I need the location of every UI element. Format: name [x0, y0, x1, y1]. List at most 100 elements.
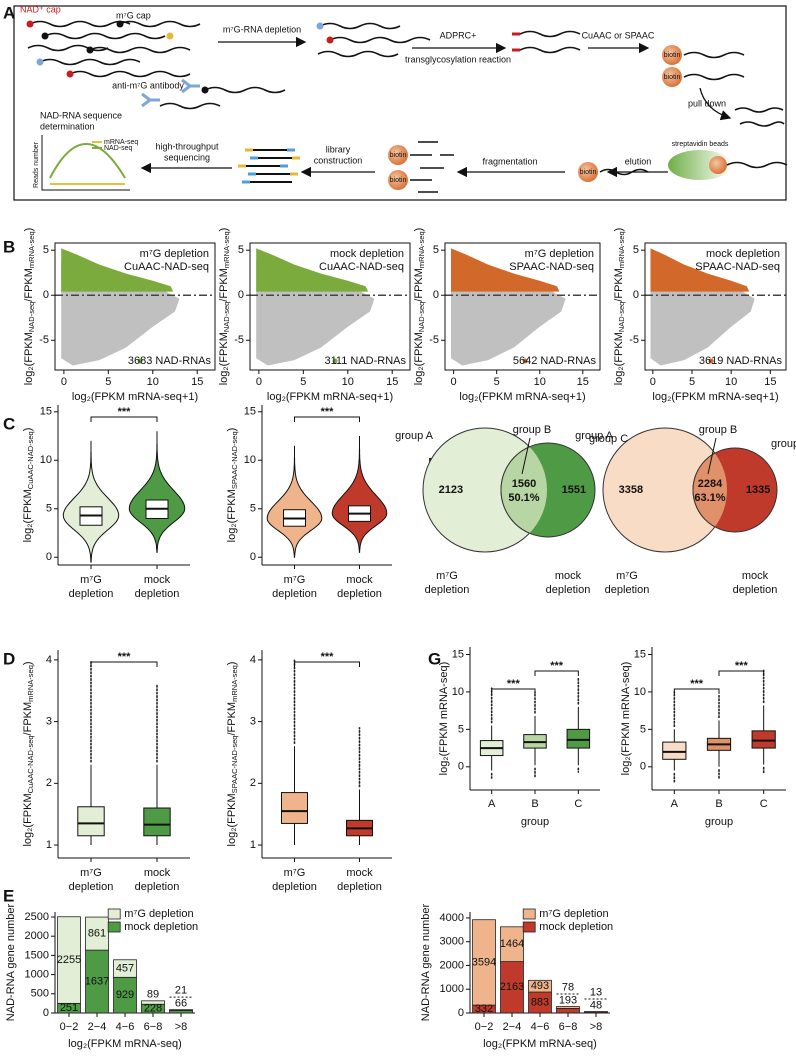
y-tick-label: 0 — [458, 1007, 464, 1019]
y-axis-label-part: ) — [613, 228, 625, 232]
x-tick-label: depletion — [546, 584, 591, 596]
y-axis-label-part: /FPKM — [23, 268, 35, 302]
legend-dot — [522, 358, 528, 364]
y-axis-label: NAD-RNA gene number — [420, 903, 432, 1021]
diagram-label: biotin — [580, 169, 597, 176]
x-tick-label: depletion — [135, 588, 180, 600]
value-label: 2163 — [500, 981, 524, 993]
x-tick-label: 5 — [105, 376, 111, 388]
violin — [62, 440, 120, 563]
significance-bracket — [534, 670, 579, 676]
diagram-label: library — [326, 144, 351, 154]
point-cloud — [61, 248, 174, 292]
y-tick-label: 5 — [633, 244, 639, 256]
box — [751, 730, 776, 749]
y-tick-label: 5 — [640, 723, 646, 735]
y-axis-label: log₂(FPKMNAD-seq/FPKMmRNA-seq) — [23, 228, 36, 386]
y-tick-label: 1 — [250, 839, 256, 851]
significance-bracket — [673, 688, 720, 694]
x-tick-label: 15 — [386, 376, 398, 388]
x-tick-label: depletion — [272, 881, 317, 893]
box — [662, 741, 687, 760]
annotation: 3683 NAD-RNAs — [128, 355, 212, 367]
value-label: 861 — [88, 928, 106, 940]
diagram-label: high-throughput — [155, 141, 219, 151]
diagram-label: determination — [40, 121, 95, 131]
y-tick-label: 0 — [458, 761, 464, 773]
y-tick-label: 3 — [46, 716, 52, 728]
diagram-label: mRNA-seq — [104, 139, 138, 146]
y-tick-label: 2500 — [25, 911, 49, 923]
x-tick-label: 0−2 — [60, 1021, 79, 1033]
y-tick-label: -5 — [629, 334, 639, 346]
x-tick-label: 0 — [61, 376, 67, 388]
x-axis-label: group — [705, 816, 733, 828]
x-tick-label: 10 — [534, 376, 546, 388]
point-cloud — [451, 248, 560, 292]
y-axis-label-part: NAD-seq — [417, 302, 426, 332]
y-axis-label-part: SPAAC-NAD-seq — [230, 431, 239, 489]
y-axis-label-part: log₂(FPKM mRNA-seq) — [620, 662, 632, 776]
reads-plot — [41, 135, 130, 191]
y-axis-label-part: /FPKM — [226, 702, 238, 736]
y-tick-label: 10 — [634, 686, 646, 698]
y-axis-label-part: ) — [226, 662, 238, 666]
y-axis-label-part: log₂(FPKM — [413, 332, 425, 385]
leader-line — [521, 437, 531, 475]
x-tick-label: 10 — [342, 376, 354, 388]
value-label: 78 — [562, 981, 574, 993]
diagram-label: NAD-RNA sequence — [40, 110, 122, 120]
x-tick-label: B — [531, 798, 538, 810]
y-axis-label-part: ) — [22, 428, 34, 432]
x-axis-label: log₂(FPKM mRNA-seq+1) — [652, 391, 778, 403]
box — [281, 792, 308, 824]
diagram-label: biotin — [664, 52, 681, 59]
violin — [128, 431, 186, 553]
significance-label: *** — [550, 660, 564, 672]
y-axis-label: log₂(FPKMCuAAC-NAD-seq/FPKMmRNA-seq) — [22, 661, 35, 846]
value-label: 66 — [175, 998, 187, 1010]
venn-share: 50.1% — [508, 492, 539, 504]
diagram-label: biotin — [390, 177, 407, 184]
y-axis-label-part: /FPKM — [413, 268, 425, 302]
y-tick-label: -5 — [429, 334, 439, 346]
y-axis-label-part: log₂(FPKM — [22, 489, 34, 542]
diagram-label: fragmentation — [482, 156, 537, 166]
y-tick-label: 15 — [244, 406, 256, 418]
value-label: 493 — [531, 980, 549, 992]
x-tick-label: >8 — [590, 1021, 603, 1033]
value-label: 228 — [144, 1003, 162, 1015]
plot-title: mock depletion — [330, 248, 404, 260]
y-axis-label: log₂(FPKMNAD-seq/FPKMmRNA-seq) — [218, 228, 231, 386]
value-label: 3594 — [472, 956, 496, 968]
y-tick-label: 0 — [43, 289, 49, 301]
rna-cluster — [26, 20, 201, 78]
legend-dot — [137, 358, 143, 364]
significance-bracket — [491, 688, 536, 694]
leader-line — [707, 437, 717, 475]
y-tick-label: 10 — [244, 454, 256, 466]
box — [566, 728, 591, 749]
significance-label: *** — [690, 678, 704, 690]
y-axis-label-part: mRNA-seq — [230, 665, 239, 702]
value-label: 89 — [147, 989, 159, 1001]
y-tick-label: 0 — [640, 761, 646, 773]
legend-swatch — [522, 908, 536, 920]
x-tick-label: m⁷G — [436, 570, 458, 582]
workflow-diagram: NAD⁺ cap m⁷G cap m⁷G-RNA depletion anti-… — [13, 4, 788, 201]
x-tick-label: mock — [555, 570, 582, 582]
significance-label: *** — [118, 651, 132, 663]
panel-label: G — [428, 649, 441, 668]
plot-title: CuAAC-NAD-seq — [319, 261, 404, 273]
x-tick-label: depletion — [337, 588, 382, 600]
y-axis-label-part: ) — [22, 661, 34, 665]
y-axis-label-part: mRNA-seq — [617, 231, 626, 268]
box — [77, 806, 105, 837]
venn-label: group B — [699, 424, 738, 436]
y-tick-label: 2000 — [440, 959, 464, 971]
bar-segment — [472, 919, 496, 1006]
x-tick-label: depletion — [425, 584, 470, 596]
y-axis-label: log₂(FPKMNAD-seq/FPKMmRNA-seq) — [613, 228, 626, 386]
diagram-label: m⁷G-RNA depletion — [223, 24, 301, 34]
legend-label: mock depletion — [124, 921, 198, 933]
